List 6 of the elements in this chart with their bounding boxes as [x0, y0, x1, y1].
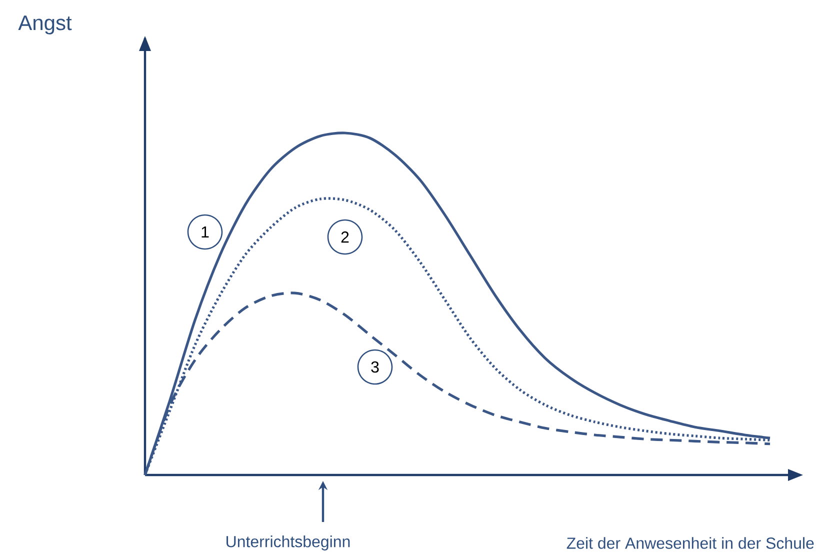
text: Unterrichtsbeginn: [226, 536, 350, 550]
series-label: 3: [371, 361, 379, 373]
series-label: 1: [202, 226, 209, 238]
text: Angst: [18, 16, 72, 34]
x-axis-title: Zeit der Anwesenheit in der Schule: [566, 537, 814, 549]
series-label: 2: [341, 231, 349, 243]
